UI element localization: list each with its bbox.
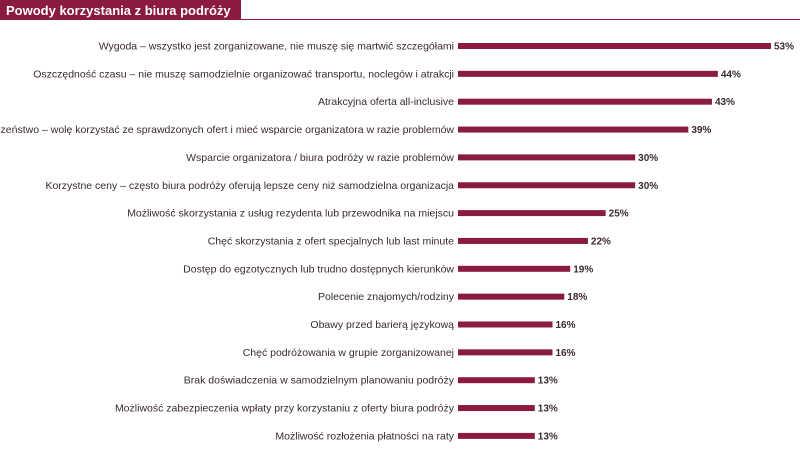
category-label: Brak doświadczenia w samodzielnym planow… <box>184 375 455 387</box>
bar <box>458 126 689 133</box>
bar <box>458 70 718 77</box>
chart-title: Powody korzystania z biura podróży <box>6 2 231 18</box>
category-label: Atrakcyjna oferta all-inclusive <box>318 96 454 108</box>
value-label: 53% <box>774 42 794 53</box>
bar <box>458 321 553 328</box>
category-label: Chęć skorzystania z ofert specjalnych lu… <box>208 235 454 247</box>
bar <box>458 210 606 217</box>
value-label: 13% <box>538 431 558 442</box>
category-label: Wygoda – wszystko jest zorganizowane, ni… <box>99 41 454 53</box>
category-label: Chęć podróżowania w grupie zorganizowane… <box>243 347 454 359</box>
category-label: Możliwość rozłożenia płatności na raty <box>275 430 454 442</box>
category-label: Wsparcie organizatora / biura podróży w … <box>186 152 454 164</box>
value-label: 16% <box>555 320 575 331</box>
bar <box>458 293 565 300</box>
bar <box>458 237 588 244</box>
bar <box>458 377 535 384</box>
category-label: Możliwość zabezpieczenia wpłaty przy kor… <box>115 403 455 415</box>
bar <box>458 98 712 105</box>
category-label: Możliwość skorzystania z usług rezydenta… <box>127 208 454 220</box>
value-label: 39% <box>691 125 711 136</box>
bar <box>458 154 636 161</box>
bar <box>458 405 535 412</box>
title-divider <box>0 19 800 20</box>
value-label: 13% <box>538 376 558 387</box>
value-label: 44% <box>721 69 741 80</box>
value-label: 43% <box>715 97 735 108</box>
value-label: 30% <box>638 181 658 192</box>
value-label: 22% <box>591 236 611 247</box>
category-label: Korzystne ceny – często biura podróży of… <box>45 180 454 192</box>
value-label: 19% <box>573 264 593 275</box>
bar <box>458 432 535 439</box>
category-label: Bezpieczeństwo – wolę korzystać ze spraw… <box>0 124 454 136</box>
category-label: Polecenie znajomych/rodziny <box>318 291 455 303</box>
value-label: 18% <box>567 292 587 303</box>
value-label: 16% <box>555 348 575 359</box>
value-label: 30% <box>638 153 658 164</box>
bar <box>458 43 771 49</box>
category-label: Oszczędność czasu – nie muszę samodzieln… <box>33 68 454 80</box>
bar <box>458 265 571 272</box>
value-label: 13% <box>538 404 558 415</box>
category-label: Obawy przed barierą językową <box>310 319 454 331</box>
bar <box>458 182 636 189</box>
bar <box>458 349 553 356</box>
chart-title-banner: Powody korzystania z biura podróży <box>0 0 241 20</box>
value-label: 25% <box>609 209 629 220</box>
category-label: Dostęp do egzotycznych lub trudno dostęp… <box>183 263 454 275</box>
